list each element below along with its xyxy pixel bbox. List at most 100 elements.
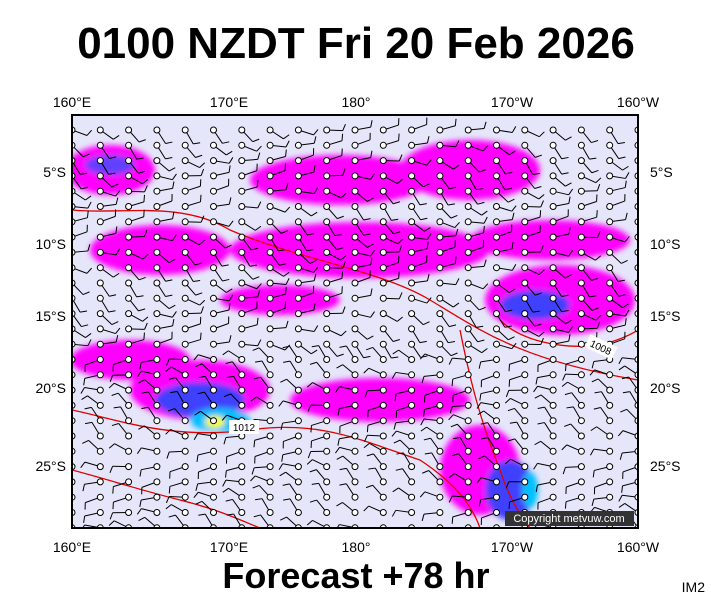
barb-station — [181, 371, 189, 379]
barb-station — [577, 187, 585, 195]
barb-feather — [195, 483, 199, 491]
barb-station — [436, 386, 444, 394]
barb-feather — [142, 316, 149, 322]
barb-feather — [111, 392, 119, 396]
barb-feather — [222, 487, 229, 493]
barb-feather — [482, 145, 489, 152]
barb-feather — [193, 279, 201, 283]
barb-feather — [256, 179, 259, 188]
barb-feather — [306, 520, 313, 526]
forecast-label: Forecast +78 hr — [222, 555, 489, 596]
barb-feather — [83, 515, 86, 523]
barb-feather — [283, 271, 290, 277]
barb-feather — [195, 292, 203, 296]
barb-feather — [454, 222, 460, 228]
barb-station — [323, 203, 331, 210]
barb-feather — [391, 430, 397, 437]
barb-feather — [168, 167, 176, 172]
barb-feather — [168, 304, 176, 310]
barb-feather — [306, 249, 314, 252]
barb-feather — [306, 382, 313, 388]
barb-station — [323, 325, 331, 333]
barb-feather — [540, 337, 544, 345]
barb-station — [379, 340, 387, 348]
barb-station — [577, 141, 585, 149]
barb-station — [493, 141, 500, 149]
barb-station — [266, 340, 274, 348]
barb-station — [323, 264, 331, 272]
barb-station — [96, 218, 104, 226]
barb-feather — [453, 302, 460, 308]
barb-staff — [72, 497, 73, 498]
barb-feather — [397, 178, 404, 184]
barb-feather — [142, 253, 149, 260]
barb-feather — [83, 378, 86, 386]
barb-feather — [54, 529, 56, 536]
barb-station — [294, 463, 302, 471]
barb-station — [294, 157, 302, 165]
barb-feather — [172, 181, 175, 189]
barb-feather — [224, 244, 232, 249]
barb-station — [577, 218, 585, 226]
barb-station — [436, 463, 444, 471]
barb-station — [521, 432, 529, 440]
barb-station — [125, 126, 133, 134]
barb-station — [181, 279, 189, 287]
barb-station — [323, 187, 331, 195]
barb-feather — [476, 188, 484, 191]
barb-feather — [622, 165, 629, 171]
barb-station — [408, 294, 416, 302]
barb-station — [606, 447, 614, 455]
barb-feather — [396, 316, 403, 322]
barb-station — [606, 463, 614, 471]
barb-feather — [225, 498, 233, 502]
barb-station — [493, 187, 500, 195]
barb-feather — [340, 192, 347, 199]
barb-feather — [113, 406, 121, 409]
barb-feather — [82, 439, 89, 444]
barb-feather — [624, 180, 627, 188]
barb-station — [294, 218, 302, 226]
barb-feather — [195, 154, 203, 158]
barb-feather — [138, 170, 146, 174]
barb-station — [379, 294, 387, 302]
barb-station — [125, 386, 133, 394]
barb-station — [464, 126, 472, 134]
barb-feather — [367, 197, 374, 202]
barb-feather — [540, 245, 544, 253]
barb-feather — [448, 414, 454, 421]
barb-staff — [637, 267, 638, 269]
barb-station — [521, 371, 529, 379]
barb-feather — [335, 386, 340, 393]
barb-feather — [511, 212, 515, 220]
barb-feather — [562, 467, 566, 475]
barb-station — [436, 310, 444, 318]
barb-station — [408, 401, 416, 409]
barb-feather — [505, 481, 510, 489]
barb-station — [323, 401, 331, 409]
barb-station — [125, 340, 133, 348]
barb-feather — [142, 178, 149, 185]
barb-station — [294, 279, 302, 287]
barb-feather — [255, 360, 263, 363]
barb-station — [549, 248, 557, 256]
barb-station — [606, 417, 614, 425]
barb-feather — [481, 348, 488, 354]
barb-feather — [193, 433, 199, 440]
barb-station — [379, 463, 387, 471]
barb-feather — [87, 201, 92, 209]
barb-feather — [426, 241, 429, 249]
barb-station — [294, 126, 302, 134]
barb-feather — [336, 455, 344, 460]
barb-station — [408, 509, 416, 516]
barb-feather — [422, 321, 430, 326]
barb-station — [238, 141, 246, 149]
barb-station — [521, 447, 529, 455]
barb-station — [521, 248, 529, 256]
barb-feather — [278, 463, 284, 471]
barb-station — [294, 509, 302, 516]
barb-feather — [391, 356, 399, 359]
barb-feather — [561, 444, 568, 451]
barb-station — [493, 264, 500, 272]
lon-label-top: 170°E — [210, 94, 248, 110]
